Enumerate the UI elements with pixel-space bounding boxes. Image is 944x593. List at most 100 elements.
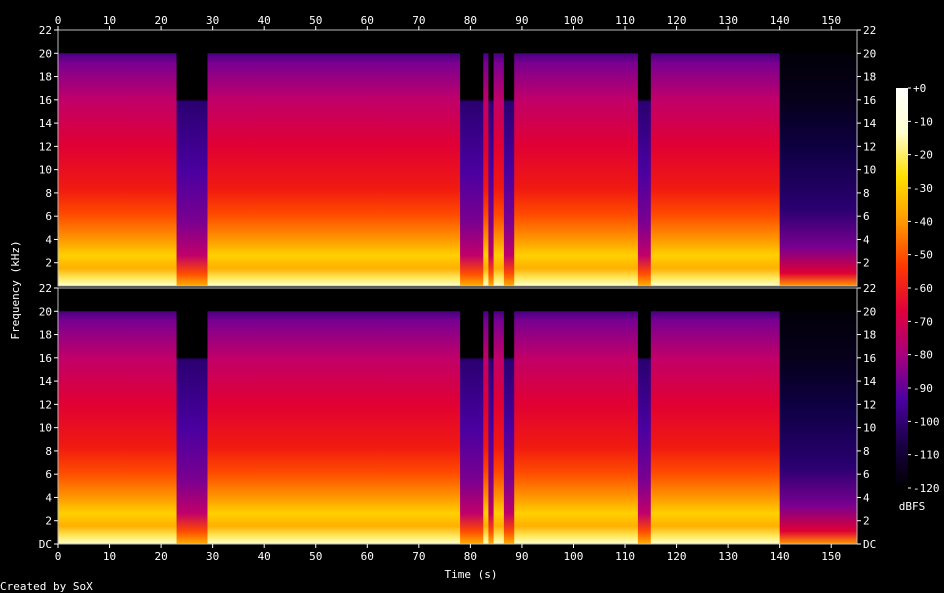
y-tick-left: 16 xyxy=(39,94,52,107)
x-tick-top: 80 xyxy=(464,14,477,27)
y-tick-left: 14 xyxy=(39,117,53,130)
x-tick-top: 120 xyxy=(667,14,687,27)
colorbar-tick: -60 xyxy=(913,282,933,295)
x-tick-top: 30 xyxy=(206,14,219,27)
gap-region xyxy=(488,288,494,544)
colorbar-tick: -10 xyxy=(913,115,933,128)
colorbar-tick: -40 xyxy=(913,215,933,228)
y-tick-left: 14 xyxy=(39,375,53,388)
y-tick-left: 8 xyxy=(45,187,52,200)
y-tick-right: 12 xyxy=(863,398,876,411)
y-tick-right: 8 xyxy=(863,445,870,458)
colorbar-tick: -20 xyxy=(913,149,933,162)
x-tick-top: 90 xyxy=(515,14,528,27)
colorbar-label: dBFS xyxy=(899,500,926,513)
y-tick-right: 6 xyxy=(863,210,870,223)
y-tick-right: 16 xyxy=(863,352,876,365)
x-tick-top: 40 xyxy=(258,14,271,27)
y-tick-right: 18 xyxy=(863,329,876,342)
x-tick-top: 50 xyxy=(309,14,322,27)
outro-fade-region xyxy=(779,30,857,286)
y-tick-right: 12 xyxy=(863,140,876,153)
x-tick-top: 140 xyxy=(770,14,790,27)
y-tick-right: 10 xyxy=(863,164,876,177)
gap-region xyxy=(503,30,515,286)
y-tick-left: 2 xyxy=(45,257,52,270)
y-tick-right: 22 xyxy=(863,282,876,295)
y-tick-right: 2 xyxy=(863,515,870,528)
x-tick-bottom: 140 xyxy=(770,550,790,563)
y-tick-right: 4 xyxy=(863,233,870,246)
y-tick-left: DC xyxy=(39,538,52,551)
y-tick-left: 16 xyxy=(39,352,52,365)
colorbar-tick: -70 xyxy=(913,315,933,328)
x-tick-top: 150 xyxy=(821,14,841,27)
y-tick-left: 22 xyxy=(39,282,52,295)
y-tick-left: 18 xyxy=(39,329,52,342)
y-axis-label: Frequency (kHz) xyxy=(9,240,22,339)
x-tick-bottom: 40 xyxy=(258,550,271,563)
gap-region xyxy=(460,288,484,544)
y-tick-right: DC xyxy=(863,538,876,551)
channel-2-panel xyxy=(57,287,858,545)
gap-region xyxy=(460,30,484,286)
y-tick-left: 8 xyxy=(45,445,52,458)
colorbar-tick: -50 xyxy=(913,249,933,262)
x-tick-top: 100 xyxy=(564,14,584,27)
colorbar-tick: -30 xyxy=(913,182,933,195)
y-tick-left: 20 xyxy=(39,47,52,60)
gap-region xyxy=(176,30,208,286)
gap-region xyxy=(637,288,651,544)
gap-region xyxy=(637,30,651,286)
x-tick-top: 10 xyxy=(103,14,116,27)
colorbar-tick: -90 xyxy=(913,382,933,395)
gap-region xyxy=(503,288,515,544)
colorbar-tick: -110 xyxy=(913,449,940,462)
gap-region xyxy=(488,30,494,286)
y-tick-left: 22 xyxy=(39,24,52,37)
x-tick-bottom: 100 xyxy=(564,550,584,563)
y-tick-left: 10 xyxy=(39,164,52,177)
y-tick-right: 10 xyxy=(863,422,876,435)
x-tick-top: 0 xyxy=(55,14,62,27)
x-tick-bottom: 110 xyxy=(615,550,635,563)
colorbar-tick: -100 xyxy=(913,415,940,428)
y-tick-right: 8 xyxy=(863,187,870,200)
x-tick-bottom: 90 xyxy=(515,550,528,563)
y-tick-right: 20 xyxy=(863,47,876,60)
colorbar-tick: -120 xyxy=(913,482,940,495)
colorbar-tick: +0 xyxy=(913,82,926,95)
y-tick-left: 6 xyxy=(45,210,52,223)
x-tick-bottom: 70 xyxy=(412,550,425,563)
y-tick-right: 14 xyxy=(863,117,877,130)
credit-label: Created by SoX xyxy=(0,580,93,593)
x-tick-top: 70 xyxy=(412,14,425,27)
gap-region xyxy=(176,288,208,544)
y-tick-left: 18 xyxy=(39,71,52,84)
colorbar-tick: -80 xyxy=(913,349,933,362)
x-tick-bottom: 120 xyxy=(667,550,687,563)
channel-1-panel xyxy=(57,29,858,287)
x-axis-label: Time (s) xyxy=(445,568,498,581)
outro-fade-region xyxy=(779,288,857,544)
y-tick-left: 6 xyxy=(45,468,52,481)
x-tick-bottom: 60 xyxy=(361,550,374,563)
x-tick-bottom: 10 xyxy=(103,550,116,563)
y-tick-right: 2 xyxy=(863,257,870,270)
colorbar xyxy=(896,88,908,488)
y-tick-left: 12 xyxy=(39,398,52,411)
x-tick-bottom: 20 xyxy=(154,550,167,563)
y-tick-right: 4 xyxy=(863,491,870,504)
x-tick-top: 20 xyxy=(154,14,167,27)
x-tick-bottom: 80 xyxy=(464,550,477,563)
x-tick-bottom: 50 xyxy=(309,550,322,563)
y-tick-left: 12 xyxy=(39,140,52,153)
x-tick-bottom: 0 xyxy=(55,550,62,563)
y-tick-right: 18 xyxy=(863,71,876,84)
y-tick-right: 14 xyxy=(863,375,877,388)
y-tick-right: 16 xyxy=(863,94,876,107)
x-tick-bottom: 30 xyxy=(206,550,219,563)
y-tick-right: 20 xyxy=(863,305,876,318)
x-tick-bottom: 130 xyxy=(718,550,738,563)
